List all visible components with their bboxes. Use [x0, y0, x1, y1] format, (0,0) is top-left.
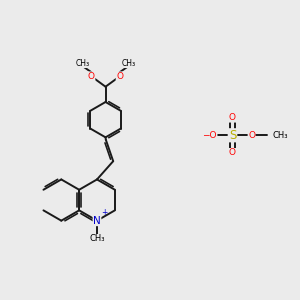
- Text: O: O: [229, 113, 236, 122]
- Text: O: O: [88, 72, 95, 81]
- Text: CH₃: CH₃: [122, 58, 136, 68]
- Text: S: S: [229, 129, 236, 142]
- Text: O: O: [116, 72, 123, 81]
- Text: +: +: [101, 208, 107, 217]
- Text: CH₃: CH₃: [76, 58, 90, 68]
- Text: O: O: [229, 148, 236, 158]
- Text: −O: −O: [202, 131, 217, 140]
- Text: O: O: [248, 131, 255, 140]
- Text: CH₃: CH₃: [89, 234, 105, 243]
- Text: CH₃: CH₃: [273, 131, 288, 140]
- Text: N: N: [93, 216, 101, 226]
